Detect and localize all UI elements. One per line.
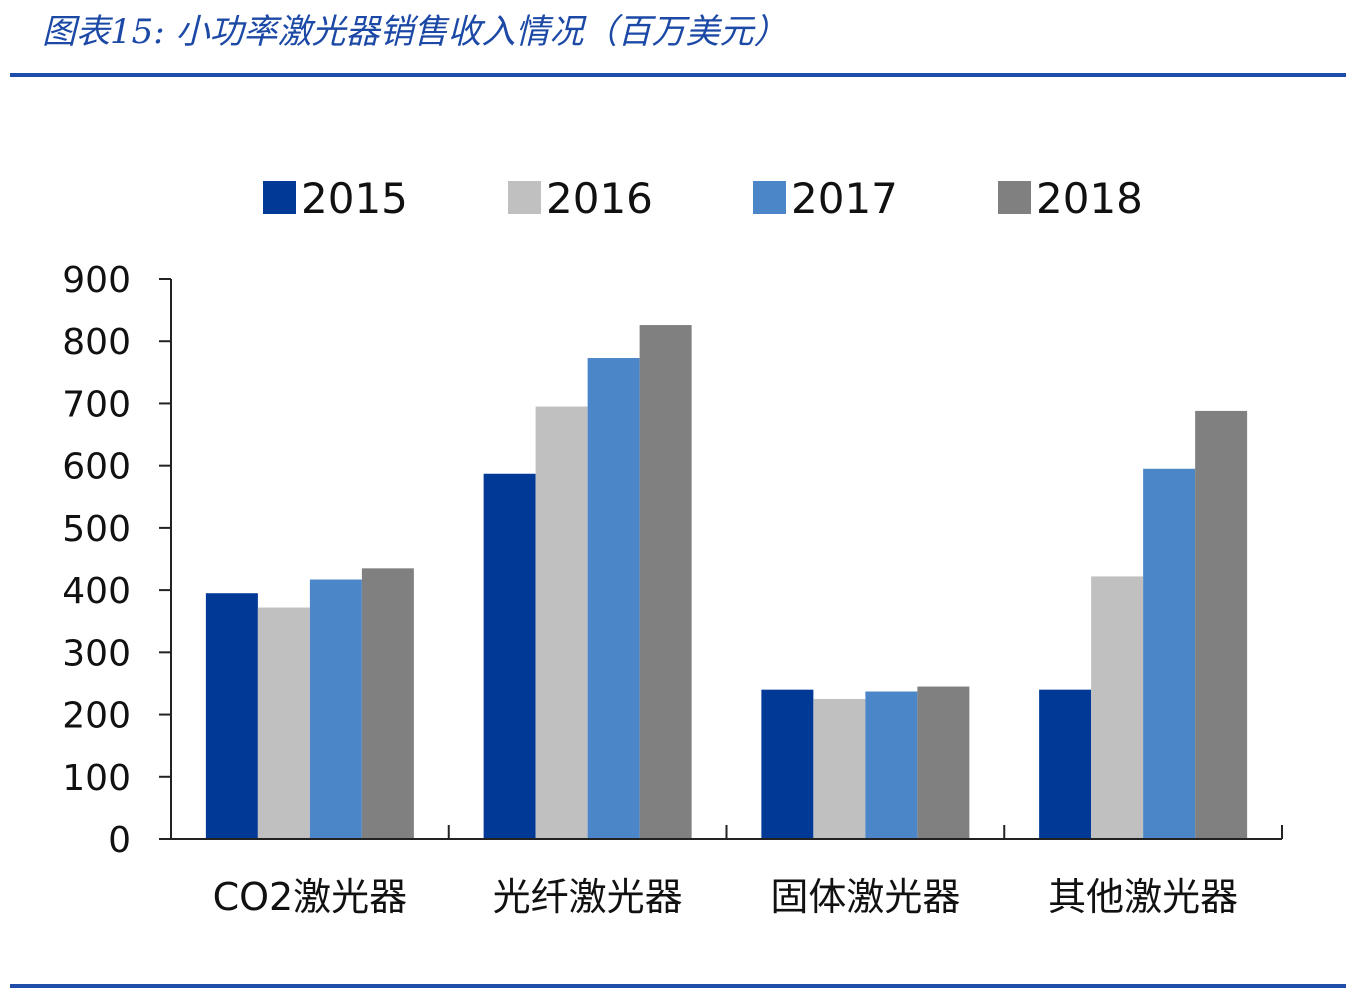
bar [587,358,640,839]
y-tick-label: 0 [108,820,131,861]
bar [205,593,258,839]
bar [813,699,866,839]
chart-legend: 2015 2016 2017 2018 [263,174,1143,223]
x-category-label: 固体激光器 [770,875,960,919]
legend-swatch [508,181,541,214]
bar [535,406,588,839]
bar [1039,689,1092,839]
bar [1091,576,1144,839]
legend-swatch [263,181,296,214]
x-category-label: CO2激光器 [213,875,408,919]
x-category-label: 其他激光器 [1048,875,1238,919]
y-tick-label: 500 [62,509,131,550]
y-tick-label: 700 [62,384,131,425]
bar [309,579,362,839]
bar [1195,410,1248,839]
bar [257,607,310,839]
legend-swatch [998,181,1031,214]
legend-label: 2018 [1036,174,1143,223]
bar [761,689,814,839]
x-category-label: 光纤激光器 [493,875,683,919]
y-tick-label: 400 [62,571,131,612]
bar [1143,468,1196,839]
legend-label: 2015 [301,174,408,223]
y-tick-label: 800 [62,322,131,363]
y-axis: 0 100 200 300 400 500 600 700 800 900 [62,260,172,861]
footer-rule [10,984,1346,988]
figure-title: 图表15: 小功率激光器销售收入情况（百万美元） [42,12,788,52]
bar [483,473,536,839]
y-tick-label: 300 [62,633,131,674]
legend-label: 2016 [546,174,653,223]
legend-label: 2017 [791,174,898,223]
bar [917,686,970,839]
y-tick-label: 600 [62,447,131,488]
y-tick-label: 900 [62,260,131,301]
header-rule [10,73,1346,77]
bar [361,568,414,839]
legend-swatch [753,181,786,214]
bar [865,691,918,839]
bar-series [205,325,1248,839]
bar [639,325,692,839]
x-axis: CO2激光器 光纤激光器 固体激光器 其他激光器 [171,825,1283,919]
y-tick-label: 200 [62,696,131,737]
y-tick-label: 100 [62,758,131,799]
